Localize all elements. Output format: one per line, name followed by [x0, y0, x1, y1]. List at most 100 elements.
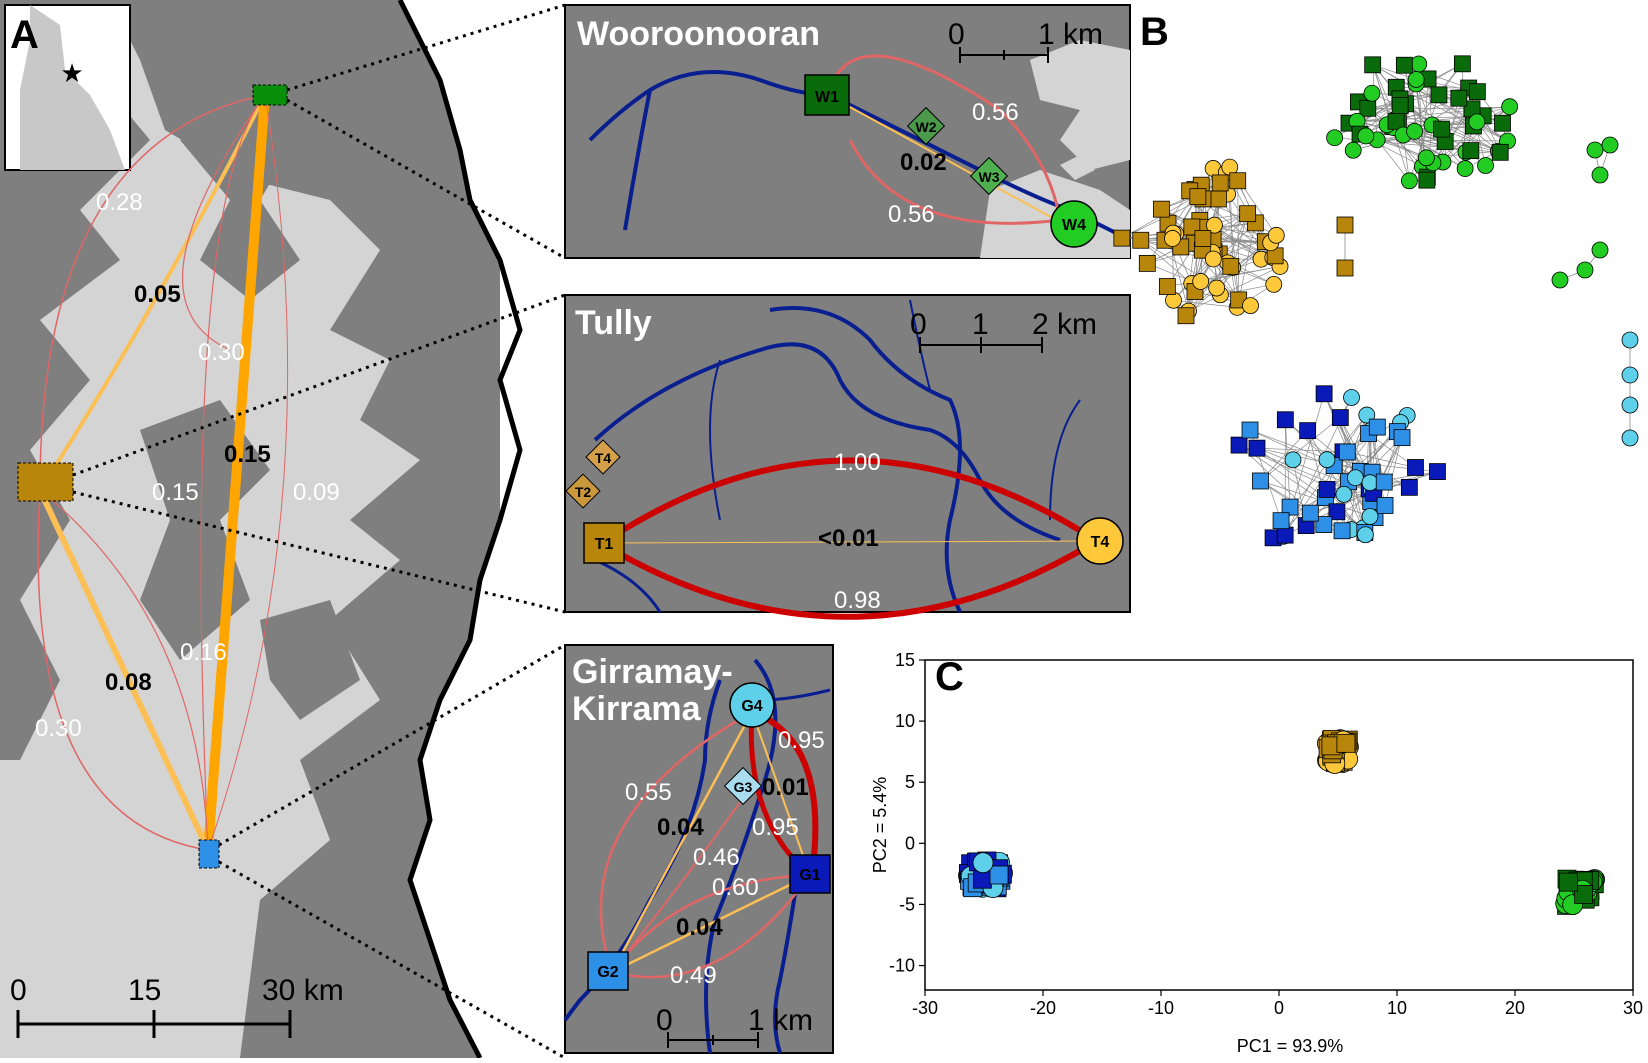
- site-label: W1: [815, 89, 839, 106]
- y-axis-label: PC2 = 5.4%: [870, 777, 890, 874]
- network-node-circle: [1344, 390, 1360, 406]
- edge-label: 0.30: [35, 715, 82, 742]
- network-node-square: [1332, 410, 1348, 426]
- network-node-square: [1434, 121, 1450, 137]
- network-node-square: [1396, 57, 1412, 73]
- scale-tick: 30 km: [262, 974, 344, 1007]
- x-tick-label: -10: [1148, 998, 1174, 1018]
- network-node-square: [1302, 505, 1318, 521]
- edge-label: 0.04: [657, 814, 704, 841]
- network-node-circle: [1478, 158, 1494, 174]
- network-node-circle: [1577, 262, 1593, 278]
- inset-title: Girramay-: [572, 653, 733, 691]
- pca-point-square: [990, 866, 1008, 884]
- network-panel-b: B: [1114, 10, 1638, 546]
- edge-label: 0.15: [152, 479, 199, 506]
- network-node-circle: [1401, 173, 1417, 189]
- network-node-square: [1407, 459, 1423, 475]
- map-panel-a: ★ A 0.28 0.05 0.30 0.15 0.15 0.09 0.16 0…: [0, 0, 600, 1058]
- inset-title: Tully: [575, 304, 652, 342]
- network-node-square: [1451, 90, 1467, 106]
- network-node-circle: [1347, 470, 1363, 486]
- pca-point-square: [1337, 734, 1355, 752]
- network-node-square: [1252, 473, 1268, 489]
- locator-star-icon: ★: [60, 58, 83, 88]
- network-node-circle: [1266, 276, 1282, 292]
- site-label: G4: [741, 698, 762, 715]
- network-node-square: [1429, 464, 1445, 480]
- pca-point-circle: [973, 853, 993, 873]
- network-node-square: [1249, 440, 1265, 456]
- edge-label: 0.04: [676, 914, 723, 941]
- y-tick-label: -10: [889, 956, 915, 976]
- edge-label: 0.09: [293, 479, 340, 506]
- x-axis-label: PC1 = 93.9%: [1237, 1036, 1344, 1056]
- network-node-circle: [1407, 123, 1423, 139]
- network-node-circle: [1364, 85, 1380, 101]
- network-node-circle: [1469, 114, 1485, 130]
- y-tick-label: 5: [905, 772, 915, 792]
- x-tick-label: -20: [1030, 998, 1056, 1018]
- network-node-square: [1212, 175, 1228, 191]
- y-tick-label: 10: [895, 711, 915, 731]
- network-node-square: [1242, 422, 1258, 438]
- site-box-girramay: [199, 840, 219, 868]
- site-label: T2: [575, 484, 592, 500]
- network-node-circle: [1622, 332, 1638, 348]
- network-node-circle: [1362, 508, 1378, 524]
- network-node-circle: [1327, 130, 1343, 146]
- network-node-circle: [1345, 142, 1361, 158]
- edge-label: 0.55: [625, 779, 672, 806]
- edge-label: 0.08: [105, 669, 152, 696]
- network-node-circle: [1622, 367, 1638, 383]
- scale-tick: 0: [10, 974, 27, 1007]
- network-node-square: [1273, 513, 1289, 529]
- network-node-circle: [1408, 71, 1424, 87]
- pca-points: [958, 730, 1604, 915]
- network-node-square: [1365, 57, 1381, 73]
- network-node-square: [1337, 260, 1353, 276]
- scale-tick: 15: [128, 974, 161, 1007]
- network-node-circle: [1358, 128, 1374, 144]
- edge-label: 0.98: [834, 587, 881, 614]
- network-node-circle: [1205, 251, 1221, 267]
- edge-label: 0.30: [198, 339, 245, 366]
- network-node-circle: [1336, 486, 1352, 502]
- network-node-circle: [1209, 280, 1225, 296]
- network-node-circle: [1602, 137, 1618, 153]
- edge-label: 0.15: [224, 441, 271, 468]
- network-node-square: [1316, 386, 1332, 402]
- x-tick-label: 0: [1274, 998, 1284, 1018]
- x-tick-label: 10: [1387, 998, 1407, 1018]
- site-label: W3: [979, 169, 1000, 185]
- network-node-circle: [1622, 430, 1638, 446]
- scale-tick: 1 km: [748, 1004, 813, 1037]
- panel-label-a: A: [10, 13, 39, 57]
- y-tick-label: 0: [905, 833, 915, 853]
- network-edge: [1238, 181, 1239, 300]
- edge-label: 0.60: [712, 874, 759, 901]
- scale-tick: 1 km: [1038, 18, 1103, 51]
- network-node-square: [1337, 217, 1353, 233]
- plot-frame: [925, 660, 1633, 990]
- network-node-square: [1469, 84, 1485, 100]
- network-node-circle: [1165, 230, 1181, 246]
- inset-wooroonooran: W1 W2 W3 W4 0.56 0.02 0.56 Wooroonooran …: [565, 5, 1130, 258]
- site-label: W4: [1062, 217, 1086, 234]
- scale-tick: 0: [948, 18, 965, 51]
- pca-point-square: [1559, 873, 1577, 891]
- panel-label-b: B: [1140, 10, 1169, 54]
- edge-label: 0.56: [888, 201, 935, 228]
- scale-tick: 0: [910, 308, 927, 341]
- scale-tick: 2 km: [1032, 308, 1097, 341]
- network-node-circle: [1502, 99, 1518, 115]
- edge-label: 0.16: [180, 639, 227, 666]
- network-node-square: [1401, 479, 1417, 495]
- y-tick-label: 15: [895, 650, 915, 670]
- network-node-square: [1230, 173, 1246, 189]
- network-node-square: [1339, 444, 1355, 460]
- network-node-square: [1240, 206, 1256, 222]
